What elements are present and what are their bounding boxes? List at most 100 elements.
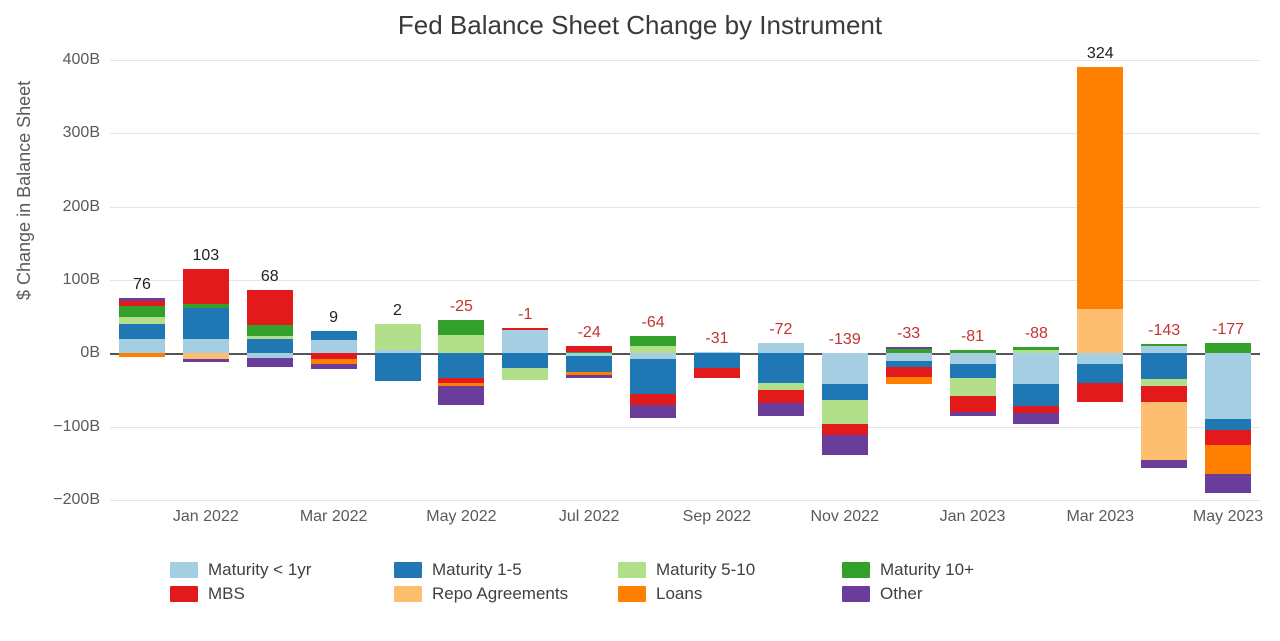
segment-mbs [566, 346, 612, 352]
y-tick-label: −200B [53, 491, 110, 509]
x-tick-label: Mar 2023 [1066, 500, 1134, 526]
segment-mat_1_5 [438, 353, 484, 377]
segment-mat_1_5 [630, 359, 676, 394]
bar-total-label: 2 [393, 302, 402, 320]
segment-mat_5_10 [375, 324, 421, 350]
bar-total-label: -88 [1025, 325, 1048, 343]
bar-total-label: 76 [133, 276, 151, 294]
segment-mat_lt1 [1077, 353, 1123, 363]
segment-mat_1_5 [950, 364, 996, 379]
segment-loans [886, 377, 932, 384]
segment-other [311, 364, 357, 369]
legend-item-loans: Loans [618, 584, 828, 604]
segment-mat_1_5 [311, 331, 357, 340]
y-tick-label: −100B [53, 418, 110, 436]
segment-other [183, 359, 229, 362]
legend: Maturity < 1yrMaturity 1-5Maturity 5-10M… [170, 560, 1110, 608]
bar-total-label: -31 [705, 330, 728, 348]
segment-other [630, 405, 676, 418]
bar-total-label: -139 [829, 331, 861, 349]
segment-mat_1_5 [1077, 364, 1123, 383]
legend-swatch [842, 562, 870, 578]
segment-other [1205, 474, 1251, 493]
segment-mat_5_10 [1141, 379, 1187, 386]
segment-mat_10p [183, 304, 229, 308]
segment-mat_1_5 [375, 353, 421, 381]
legend-swatch [618, 562, 646, 578]
bar-jan-2023: -81 [950, 60, 996, 500]
legend-item-repo: Repo Agreements [394, 584, 604, 604]
segment-other [1141, 460, 1187, 468]
segment-mat_1_5 [822, 384, 868, 400]
bar-oct-2022: -72 [758, 60, 804, 500]
x-tick-label: Jan 2023 [940, 500, 1006, 526]
segment-loans [1077, 67, 1123, 309]
segment-other [950, 412, 996, 416]
segment-mat_lt1 [950, 353, 996, 363]
legend-label: Maturity < 1yr [208, 560, 311, 580]
legend-swatch [394, 586, 422, 602]
bar-total-label: -143 [1148, 322, 1180, 340]
bar-aug-2022: -64 [630, 60, 676, 500]
bar-total-label: 68 [261, 268, 279, 286]
segment-mbs [822, 424, 868, 435]
segment-repo [1077, 309, 1123, 353]
legend-item-mat_5_10: Maturity 5-10 [618, 560, 828, 580]
y-tick-label: 200B [63, 198, 110, 216]
legend-swatch [618, 586, 646, 602]
segment-mat_lt1 [119, 339, 165, 354]
segment-mat_10p [630, 336, 676, 346]
segment-mbs [886, 367, 932, 377]
segment-mat_5_10 [119, 317, 165, 324]
y-tick-label: 0B [80, 344, 110, 362]
segment-mat_5_10 [950, 378, 996, 396]
segment-mbs [502, 328, 548, 330]
x-tick-label: May 2022 [426, 500, 496, 526]
bar-total-label: -25 [450, 298, 473, 316]
segment-mbs [630, 394, 676, 404]
segment-mat_5_10 [822, 400, 868, 423]
segment-mat_5_10 [502, 368, 548, 380]
segment-other [1013, 413, 1059, 424]
segment-mbs [694, 368, 740, 378]
bar-total-label: -1 [518, 306, 532, 324]
segment-mat_1_5 [1013, 384, 1059, 406]
segment-mbs [119, 301, 165, 305]
legend-swatch [842, 586, 870, 602]
segment-mat_5_10 [758, 383, 804, 390]
segment-mat_lt1 [822, 353, 868, 384]
x-tick-label: Mar 2022 [300, 500, 368, 526]
segment-mat_lt1 [311, 340, 357, 353]
bar-total-label: -81 [961, 328, 984, 346]
bar-dec-2021: 76 [119, 60, 165, 500]
segment-mat_lt1 [1013, 353, 1059, 384]
segment-mat_1_5 [566, 356, 612, 372]
bar-may-2023: -177 [1205, 60, 1251, 500]
x-tick-label: Sep 2022 [683, 500, 752, 526]
bar-total-label: 9 [329, 309, 338, 327]
legend-item-other: Other [842, 584, 1052, 604]
legend-swatch [170, 562, 198, 578]
plot-area: −200B−100B0B100B200B300B400B761036892-25… [110, 60, 1260, 500]
x-tick-label: May 2023 [1193, 500, 1263, 526]
legend-label: Maturity 5-10 [656, 560, 755, 580]
segment-mat_1_5 [119, 324, 165, 339]
bar-jan-2022: 103 [183, 60, 229, 500]
segment-mat_lt1 [1205, 353, 1251, 419]
chart-container: Fed Balance Sheet Change by Instrument $… [0, 0, 1280, 641]
segment-other [247, 358, 293, 367]
segment-mat_1_5 [1141, 353, 1187, 379]
y-axis-label: $ Change in Balance Sheet [14, 81, 35, 300]
bar-mar-2022: 9 [311, 60, 357, 500]
segment-mat_10p [438, 320, 484, 335]
segment-mbs [950, 396, 996, 412]
segment-mat_10p [119, 306, 165, 317]
bar-may-2022: -25 [438, 60, 484, 500]
y-tick-label: 300B [63, 124, 110, 142]
bar-feb-2022: 68 [247, 60, 293, 500]
segment-mbs [1141, 386, 1187, 402]
bar-apr-2022: 2 [375, 60, 421, 500]
segment-mat_lt1 [183, 339, 229, 354]
bar-dec-2022: -33 [886, 60, 932, 500]
bar-feb-2023: -88 [1013, 60, 1059, 500]
